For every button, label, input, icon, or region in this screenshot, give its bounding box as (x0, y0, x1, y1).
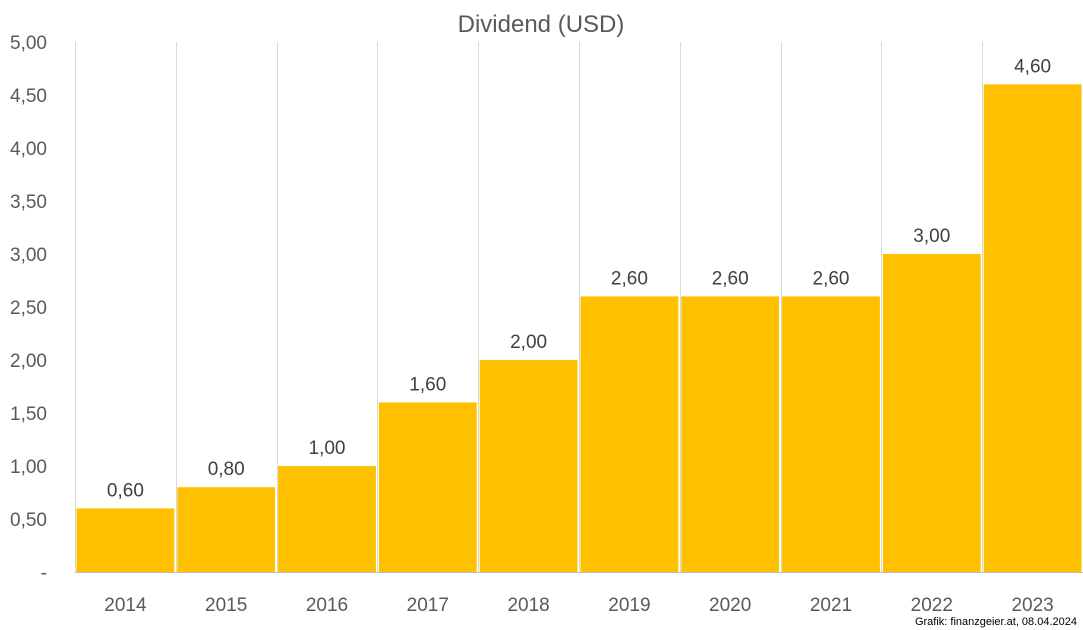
x-tick-label-2017: 2017 (407, 595, 449, 616)
x-tick-label-2015: 2015 (205, 595, 247, 616)
bar-2019 (580, 296, 679, 572)
data-label-2020: 2,60 (712, 268, 749, 289)
gridlines (75, 42, 1083, 573)
data-label-2016: 1,00 (309, 438, 346, 459)
x-tick-label-2014: 2014 (104, 595, 147, 616)
data-label-2015: 0,80 (208, 459, 245, 480)
x-tick-label-2018: 2018 (507, 595, 549, 616)
data-label-2019: 2,60 (611, 268, 648, 289)
bars (76, 84, 1082, 573)
y-tick-label: 1,00 (10, 457, 47, 478)
y-tick-label: 3,00 (10, 245, 47, 266)
bar-2016 (278, 466, 376, 572)
data-label-2017: 1,60 (409, 374, 446, 395)
y-tick-label: 2,50 (10, 298, 47, 319)
y-axis-ticks: - 0,50 1,00 1,50 2,00 2,50 3,00 3,50 4,00 4,50 5,0… (10, 33, 47, 584)
bar-2020 (681, 296, 780, 572)
x-tick-label-2021: 2021 (810, 595, 852, 616)
data-label-2014: 0,60 (107, 480, 144, 501)
y-tick-label: 5,00 (10, 33, 47, 54)
x-tick-label-2022: 2022 (911, 595, 953, 616)
data-label-2023: 4,60 (1014, 56, 1051, 77)
y-tick-label: 4,00 (10, 139, 47, 160)
y-tick-label: 0,50 (10, 510, 47, 531)
bar-2015 (177, 487, 276, 572)
y-tick-label: 2,00 (10, 351, 47, 372)
data-label-2022: 3,00 (913, 226, 950, 247)
data-label-2018: 2,00 (510, 332, 547, 353)
chart-credit: Grafik: finanzgeier.at, 08.04.2024 (915, 616, 1077, 628)
x-tick-label-2020: 2020 (709, 595, 751, 616)
bar-2017 (378, 402, 477, 572)
y-tick-label: 4,50 (10, 86, 47, 107)
x-axis-ticks: 2014 2015 2016 2017 2018 2019 2020 2021 2022 2023 (104, 595, 1053, 616)
data-labels: 0,60 0,80 1,00 1,60 2,00 2,60 2,60 2,60 3,00 4,60 (107, 56, 1051, 501)
bar-2022 (882, 254, 981, 572)
x-tick-label-2016: 2016 (306, 595, 348, 616)
x-tick-label-2019: 2019 (608, 595, 650, 616)
x-tick-label-2023: 2023 (1011, 595, 1053, 616)
bar-2018 (479, 360, 578, 572)
y-tick-label: 3,50 (10, 192, 47, 213)
y-tick-label: - (41, 563, 47, 584)
data-label-2021: 2,60 (813, 268, 850, 289)
bar-2021 (782, 296, 880, 572)
chart-title: Dividend (USD) (458, 11, 625, 38)
bar-2023 (983, 84, 1082, 573)
y-tick-label: 1,50 (10, 404, 47, 425)
bar-2014 (76, 508, 175, 572)
